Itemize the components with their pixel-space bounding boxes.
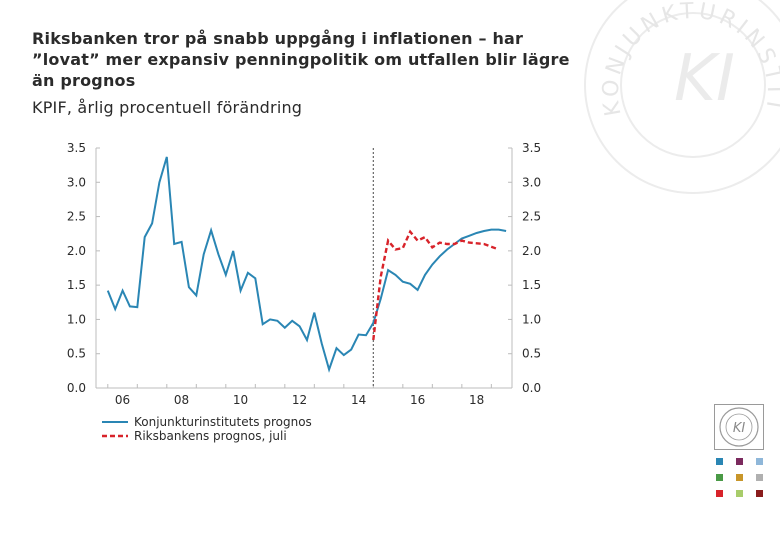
x-tick-label: 16	[410, 393, 425, 407]
color-swatch	[736, 458, 743, 465]
y-tick-label-left: 0.5	[67, 347, 86, 361]
y-axis-right: 0.0 0.5 1.0 1.5 2.0 2.5 3.0 3.5	[508, 141, 541, 395]
color-swatch	[756, 474, 763, 481]
x-tick-label: 12	[292, 393, 307, 407]
y-tick-label-right: 1.0	[522, 312, 541, 326]
y-tick-label-right: 3.0	[522, 175, 541, 189]
y-tick-label-left: 2.0	[67, 244, 86, 258]
color-swatch	[716, 458, 723, 465]
x-tick-label: 18	[469, 393, 484, 407]
y-tick-label-right: 0.5	[522, 347, 541, 361]
axis-layer	[95, 148, 513, 389]
x-tick-label: 08	[174, 393, 189, 407]
y-tick-label-left: 1.0	[67, 312, 86, 326]
x-tick-label: 14	[351, 393, 366, 407]
y-tick-label-right: 0.0	[522, 381, 541, 395]
y-tick-label-right: 2.0	[522, 244, 541, 258]
series-line-konjunkturinstitutet	[106, 156, 507, 373]
color-swatch-grid	[716, 458, 770, 502]
y-tick-label-left: 0.0	[67, 381, 86, 395]
x-tick-label: 06	[115, 393, 130, 407]
logo-text: KI	[733, 421, 746, 436]
seal-monogram: KI	[674, 42, 735, 116]
x-axis: 06 08 10 12 14 16 18	[107, 384, 492, 407]
y-axis-left: 0.0 0.5 1.0 1.5 2.0 2.5 3.0 3.5	[67, 141, 100, 395]
x-tick-label: 10	[233, 393, 248, 407]
slide-title: Riksbanken tror på snabb uppgång i infla…	[32, 29, 570, 90]
kpif-chart: 0.0 0.5 1.0 1.5 2.0 2.5 3.0 3.5 0.0 0.5 1.0 1.5 2.0…	[67, 141, 541, 443]
series-line-riksbanken	[372, 229, 500, 341]
color-swatch	[716, 490, 723, 497]
y-tick-label-right: 3.5	[522, 141, 541, 155]
color-swatch	[736, 490, 743, 497]
ki-logo: KI	[714, 404, 764, 450]
color-swatch	[716, 474, 723, 481]
y-tick-label-left: 2.5	[67, 210, 86, 224]
color-swatch	[756, 458, 763, 465]
y-tick-label-left: 3.0	[67, 175, 86, 189]
y-tick-label-left: 3.5	[67, 141, 86, 155]
y-tick-label-right: 1.5	[522, 278, 541, 292]
legend-label-konjunkturinstitutet: Konjunkturinstitutets prognos	[134, 415, 312, 429]
chart-subtitle: KPIF, årlig procentuell förändring	[32, 98, 303, 117]
y-tick-label-right: 2.5	[522, 210, 541, 224]
legend: Konjunkturinstitutets prognos Riksbanken…	[102, 415, 312, 443]
color-swatch	[756, 490, 763, 497]
legend-label-riksbanken: Riksbankens prognos, juli	[134, 429, 287, 443]
y-tick-label-left: 1.5	[67, 278, 86, 292]
ki-seal-watermark: KONJUNKTURINSTITUTET KI	[578, 0, 780, 194]
color-swatch	[736, 474, 743, 481]
